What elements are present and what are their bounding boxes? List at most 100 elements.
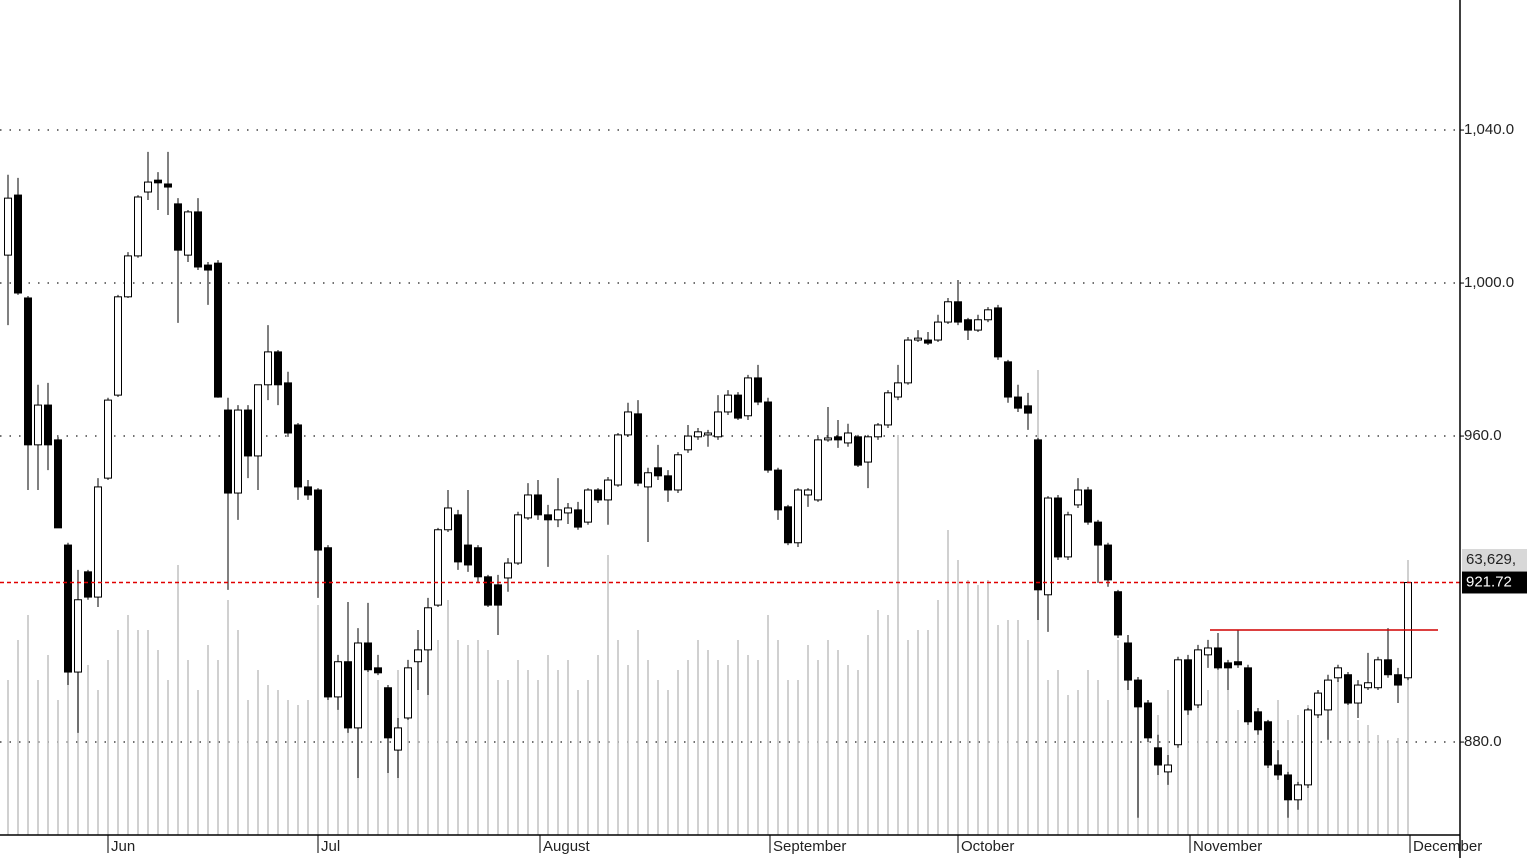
candle-body	[1074, 489, 1082, 506]
axes: 880.0 960.0 1,000.0 1,040.0 Jun Jul August Sept…	[107, 121, 1527, 855]
candle-body	[114, 296, 122, 396]
x-tick-label: August	[543, 838, 591, 855]
candle-body	[74, 599, 82, 673]
candle-body	[1264, 721, 1272, 766]
candle-body	[1214, 647, 1222, 669]
candle-body	[814, 439, 822, 501]
candle-body	[1014, 396, 1022, 409]
candle-body	[1204, 647, 1212, 656]
candle-body	[274, 351, 282, 386]
candle-body	[304, 486, 312, 496]
candle-body	[1344, 674, 1352, 704]
overlays	[0, 581, 1460, 631]
candle-body	[1114, 591, 1122, 636]
candle-body	[874, 424, 882, 438]
candle-body	[1024, 405, 1032, 414]
candle-body	[374, 667, 382, 674]
candle-body	[1304, 709, 1312, 786]
candle-body	[204, 264, 212, 271]
candle-body	[1044, 497, 1052, 596]
candle-body	[764, 401, 772, 471]
candle-body	[404, 667, 412, 719]
candle-body	[534, 494, 542, 516]
candle-body	[744, 377, 752, 417]
last-volume-label: 63,629,	[1466, 551, 1516, 568]
candle-body	[14, 194, 22, 294]
candle-body	[754, 377, 762, 403]
candle-body	[1004, 361, 1012, 398]
candle-body	[1094, 521, 1102, 546]
candle-body	[324, 547, 332, 698]
candle-body	[714, 411, 722, 438]
candle-body	[734, 394, 742, 419]
candle-body	[544, 514, 552, 521]
candle-body	[484, 576, 492, 606]
candle-body	[94, 486, 102, 598]
candle-body	[964, 319, 972, 331]
candle-body	[64, 544, 72, 673]
candle-body	[1124, 642, 1132, 681]
candle-body	[354, 642, 362, 729]
candle-body	[134, 196, 142, 257]
candle-body	[1244, 667, 1252, 723]
candle-body	[704, 432, 712, 436]
candle-body	[584, 489, 592, 523]
candle-body	[1134, 679, 1142, 708]
candle-body	[164, 183, 172, 188]
candle-body	[1054, 497, 1062, 558]
candle-body	[1384, 659, 1392, 676]
x-tick-label: October	[961, 838, 1014, 855]
candle-body	[694, 431, 702, 438]
candle-body	[854, 436, 862, 466]
candle-body	[1294, 784, 1302, 801]
y-tick-label: 1,040.0	[1464, 121, 1514, 138]
candle-body	[294, 424, 302, 488]
candle-body	[84, 571, 92, 598]
candle-body	[1314, 692, 1322, 716]
candle-body	[154, 179, 162, 184]
candle-body	[194, 211, 202, 268]
candle-body	[1034, 439, 1042, 591]
candle-body	[644, 472, 652, 488]
candle-body	[424, 607, 432, 651]
candle-body	[834, 436, 842, 441]
y-tick-label: 1,000.0	[1464, 274, 1514, 291]
last-volume-box	[1462, 548, 1527, 571]
y-tick-label: 880.0	[1464, 733, 1502, 750]
y-tick-label: 960.0	[1464, 427, 1502, 444]
candle-body	[1394, 674, 1402, 686]
candle-body	[974, 319, 982, 331]
candle-body	[1324, 679, 1332, 711]
candle-body	[524, 494, 532, 519]
candle-body	[684, 435, 692, 451]
candle-body	[844, 432, 852, 444]
candle-body	[904, 339, 912, 384]
candle-body	[184, 211, 192, 256]
candle-body	[914, 337, 922, 341]
candle-body	[604, 479, 612, 501]
candle-body	[824, 437, 832, 441]
candle-body	[924, 339, 932, 344]
candle-body	[264, 351, 272, 386]
candle-body	[944, 301, 952, 323]
candle-body	[144, 181, 152, 193]
candle-body	[554, 509, 562, 521]
candle-body	[654, 467, 662, 477]
candle-body	[1234, 661, 1242, 666]
candle-body	[984, 309, 992, 321]
candle-body	[664, 475, 672, 491]
candle-body	[44, 404, 52, 446]
candle-body	[994, 307, 1002, 358]
candle-body	[1174, 659, 1182, 746]
candles	[4, 151, 1412, 818]
candle-body	[514, 514, 522, 564]
candle-body	[1194, 649, 1202, 706]
candle-body	[34, 404, 42, 446]
candle-body	[314, 489, 322, 551]
candle-body	[254, 384, 262, 457]
candle-body	[1284, 774, 1292, 801]
candle-body	[1064, 514, 1072, 558]
candle-body	[364, 642, 372, 671]
candle-body	[1224, 662, 1232, 669]
candle-body	[414, 649, 422, 663]
